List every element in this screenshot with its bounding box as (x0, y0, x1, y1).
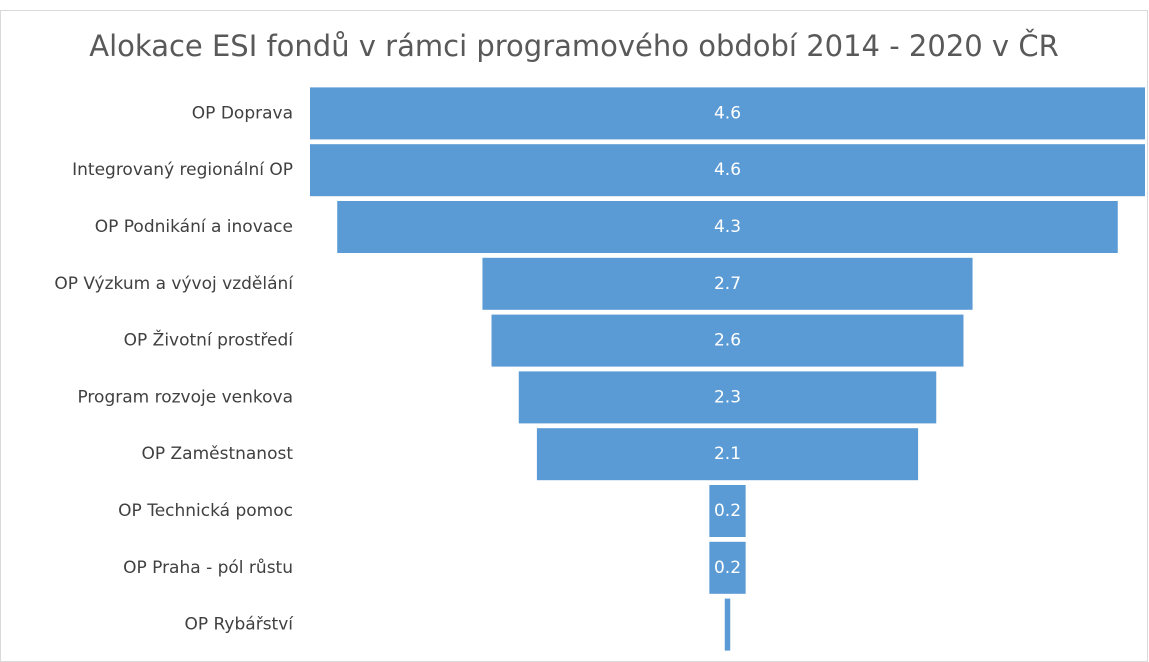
value-label: 0.2 (714, 558, 741, 578)
value-label: 4.3 (714, 217, 741, 237)
category-label: OP Podnikání a inovace (95, 217, 293, 237)
category-label: OP Doprava (192, 103, 293, 123)
value-label: 2.1 (714, 444, 741, 464)
value-label: 2.6 (714, 331, 741, 351)
category-label: Integrovaný regionální OP (72, 160, 293, 180)
value-label: 0.2 (714, 501, 741, 521)
category-label: OP Rybářství (185, 615, 295, 635)
value-label: 4.6 (714, 160, 741, 180)
category-label: OP Technická pomoc (118, 501, 293, 521)
category-label: Program rozvoje venkova (77, 387, 293, 407)
bar (491, 314, 964, 367)
bar (536, 428, 919, 481)
category-label: OP Výzkum a vývoj vzdělání (54, 274, 294, 294)
category-label: OP Praha - pól růstu (123, 558, 293, 578)
bar (310, 144, 1145, 197)
chart-title: Alokace ESI fondů v rámci programového o… (89, 29, 1058, 63)
category-label: OP Zaměstnanost (141, 444, 293, 464)
value-label: 2.7 (714, 274, 741, 294)
bar (724, 598, 731, 651)
bar (518, 371, 937, 424)
bar (310, 87, 1145, 140)
value-label: 4.6 (714, 103, 741, 123)
bar (337, 201, 1118, 253)
bar (709, 541, 746, 594)
category-label: OP Životní prostředí (124, 329, 295, 351)
bar (482, 257, 973, 310)
value-label: 2.3 (714, 387, 741, 407)
bar (709, 485, 746, 537)
